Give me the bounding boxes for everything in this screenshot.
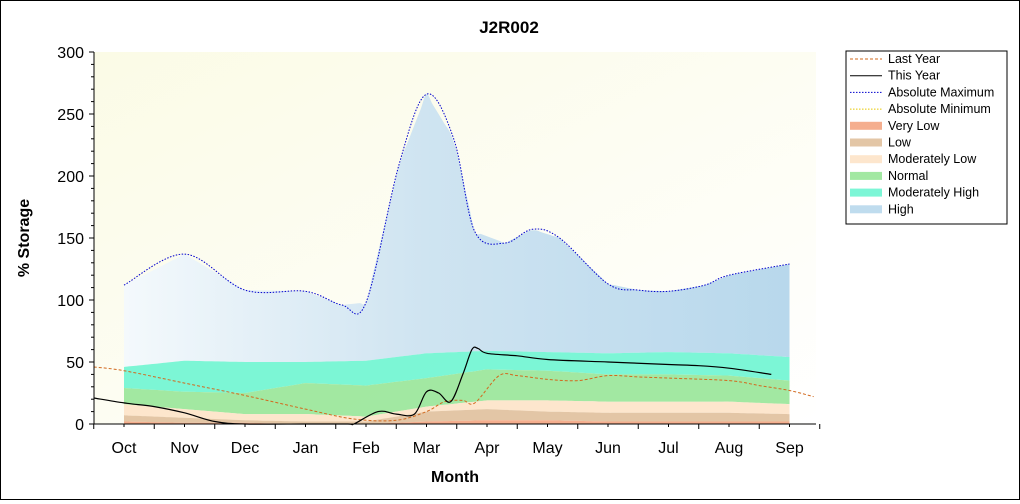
legend-label: Very Low (888, 119, 940, 133)
legend-swatch (850, 121, 882, 130)
y-tick-label: 200 (57, 169, 84, 186)
legend-label: High (888, 202, 914, 216)
legend: Last Year This Year Absolute Maximum Absolu… (845, 50, 1008, 225)
legend-label: Moderately High (888, 186, 979, 200)
x-tick-label: Jun (595, 440, 621, 457)
legend-item: Last Year (850, 52, 940, 66)
x-tick-label: Dec (231, 440, 259, 457)
band-layer (124, 94, 790, 424)
band-moderately-high (124, 350, 790, 394)
legend-label: Moderately Low (888, 152, 977, 166)
y-tick-label: 50 (66, 355, 84, 372)
legend-label: Low (888, 136, 912, 150)
x-tick-label: Feb (352, 440, 380, 457)
chart-title: J2R002 (479, 18, 539, 37)
x-tick-label: Sep (775, 440, 804, 457)
band-low (124, 409, 790, 424)
y-axis-label: % Storage (16, 199, 33, 277)
legend-swatch (850, 155, 882, 164)
x-axis-label: Month (431, 469, 479, 486)
legend-item: High (850, 202, 914, 216)
y-tick-label: 300 (57, 45, 84, 62)
legend-item: Absolute Minimum (850, 102, 991, 116)
band-high (124, 94, 790, 367)
legend-swatch (850, 205, 882, 214)
y-tick-label: 100 (57, 293, 84, 310)
legend-label: Absolute Maximum (888, 85, 994, 99)
legend-label: This Year (888, 69, 940, 83)
legend-label: Last Year (888, 52, 940, 66)
legend-item: Low (850, 136, 912, 150)
legend-swatch (850, 138, 882, 147)
legend-item: Normal (850, 169, 928, 183)
x-tick-label: May (532, 440, 562, 457)
x-tick-label: Jan (293, 440, 319, 457)
legend-item: Moderately High (850, 186, 979, 200)
band-moderately-low (124, 400, 790, 422)
x-tick-label: Oct (112, 440, 137, 457)
band-very-low (124, 420, 790, 424)
x-tick-label: Mar (413, 440, 441, 457)
x-tick-label: Aug (715, 440, 743, 457)
last-year-line (93, 366, 814, 422)
y-tick-label: 0 (75, 417, 84, 434)
x-tick-label: Jul (658, 440, 678, 457)
legend-item: This Year (850, 69, 940, 83)
y-tick-label: 250 (57, 107, 84, 124)
x-tick-label: Nov (170, 440, 198, 457)
x-tick-label: Apr (475, 440, 501, 457)
this-year-line (93, 346, 772, 426)
axes-layer: 0 50 100 150 200 250 300 Oct Nov Dec Jan Feb Mar Apr M… (57, 45, 821, 457)
legend-label: Normal (888, 169, 928, 183)
y-tick-label: 150 (57, 231, 84, 248)
legend-item: Moderately Low (850, 152, 977, 166)
legend-item: Absolute Maximum (850, 85, 994, 99)
legend-swatch (850, 171, 882, 180)
band-normal (124, 369, 790, 417)
legend-item: Very Low (850, 119, 940, 133)
legend-label: Absolute Minimum (888, 102, 991, 116)
legend-swatch (850, 188, 882, 197)
